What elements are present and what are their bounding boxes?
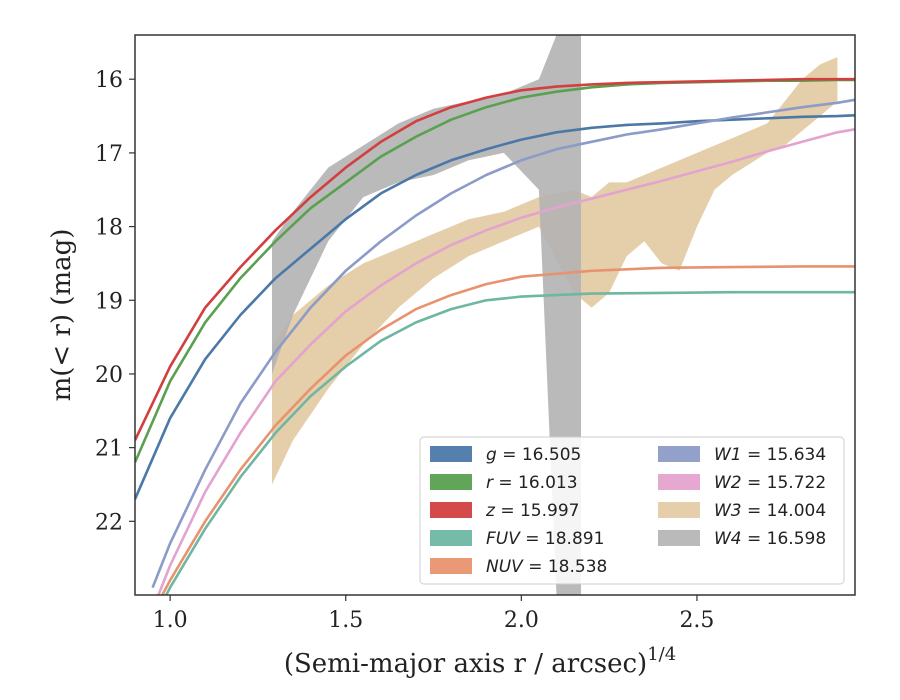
series-line-nuv bbox=[160, 265, 855, 595]
legend-label-r: r = 16.013 bbox=[486, 473, 578, 493]
legend-swatch-g bbox=[430, 446, 472, 462]
legend-label-z: z = 15.997 bbox=[485, 501, 579, 521]
x-axis-title-text: (Semi-major axis r / arcsec) bbox=[284, 649, 647, 679]
y-tick-label: 18 bbox=[95, 216, 123, 241]
plot-frame bbox=[134, 34, 856, 596]
legend-swatch-w4 bbox=[658, 530, 700, 546]
y-tick-label: 22 bbox=[95, 510, 123, 535]
legend-label-w4: W4 = 16.598 bbox=[714, 529, 826, 549]
plot-area bbox=[135, 35, 855, 595]
legend-box bbox=[419, 436, 845, 585]
legend-label-w1: W1 = 15.634 bbox=[714, 445, 826, 465]
legend-label-g: g = 16.505 bbox=[486, 445, 581, 465]
series-line-z bbox=[135, 77, 855, 441]
legend-label-nuv: NUV = 18.538 bbox=[486, 557, 607, 577]
legend: g = 16.505 r = 16.013 z = 15.997 FUV = 18.8… bbox=[419, 436, 845, 585]
y-axis-title: m(< r) (mag) bbox=[47, 229, 77, 402]
x-tick-label: 1.0 bbox=[153, 608, 188, 633]
x-axis-title-superscript: 1/4 bbox=[647, 644, 676, 665]
series-line-w2 bbox=[157, 128, 855, 595]
axes: 1.0 1.5 2.0 2.5 16 17 18 19 20 21 22 bbox=[95, 68, 714, 633]
y-tick-label: 19 bbox=[95, 289, 123, 314]
series-line-g bbox=[135, 114, 855, 500]
legend-swatch-nuv bbox=[430, 558, 472, 574]
series-band-w4 bbox=[272, 35, 581, 595]
legend-swatch-r bbox=[430, 474, 472, 490]
legend-swatch-z bbox=[430, 502, 472, 518]
legend-swatch-w3 bbox=[658, 502, 700, 518]
series-line-w1 bbox=[151, 98, 855, 589]
legend-label-fuv: FUV = 18.891 bbox=[486, 529, 604, 549]
series-line-fuv bbox=[164, 290, 855, 595]
legend-swatch-fuv bbox=[430, 530, 472, 546]
legend-label-w3: W3 = 14.004 bbox=[714, 501, 826, 521]
y-tick-label: 16 bbox=[95, 68, 123, 93]
x-tick-label: 2.0 bbox=[504, 608, 539, 633]
y-tick-label: 21 bbox=[95, 437, 123, 462]
legend-swatch-w2 bbox=[658, 474, 700, 490]
series-band-w3 bbox=[272, 57, 838, 485]
y-tick-label: 17 bbox=[95, 142, 123, 167]
y-tick-label: 20 bbox=[95, 363, 123, 388]
legend-swatch-w1 bbox=[658, 446, 700, 462]
x-tick-label: 2.5 bbox=[679, 608, 714, 633]
x-tick-label: 1.5 bbox=[328, 608, 363, 633]
x-axis-title: (Semi-major axis r / arcsec)1/4 bbox=[284, 644, 676, 679]
legend-label-w2: W2 = 15.722 bbox=[714, 473, 826, 493]
